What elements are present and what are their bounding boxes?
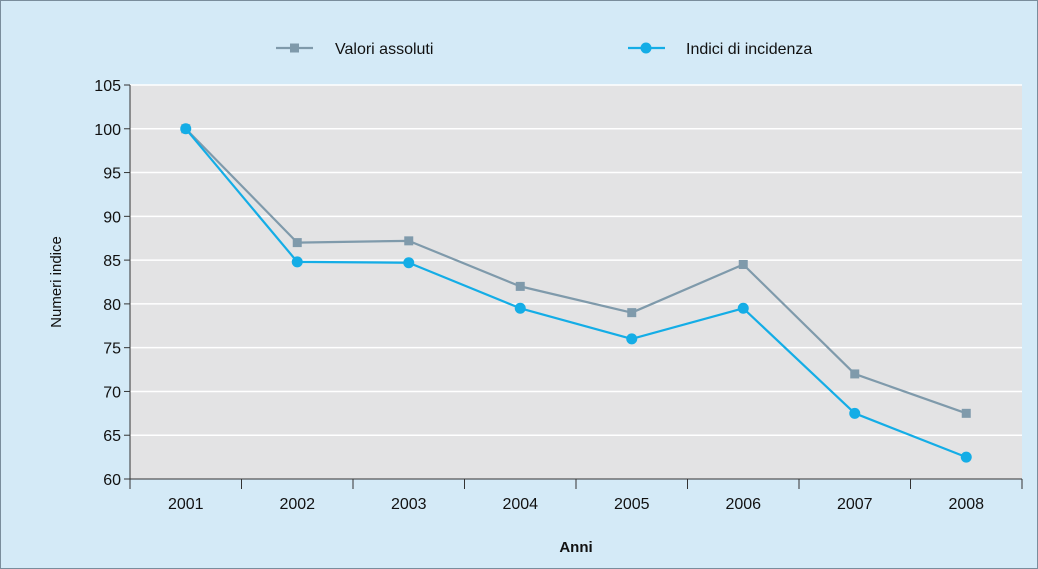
data-point-square [404,236,414,246]
x-tick-label: 2006 [725,496,761,513]
legend-item-indici-di-incidenza: Indici di incidenza [628,41,812,58]
data-point-square [515,281,525,291]
x-tick-label: 2004 [502,496,538,513]
x-tick-label: 2001 [168,496,204,513]
data-point-circle [180,123,192,135]
series-line-valori-assoluti [184,128,967,415]
data-point-circle [626,333,638,345]
legend: Valori assoluti Indici di incidenza [276,41,812,58]
x-tick-label: 2008 [948,496,984,513]
y-tick-label: 65 [103,428,121,445]
legend-circle-marker [640,42,652,54]
series-line-indici-di-incidenza [184,128,967,459]
x-tick-label: 2007 [837,496,873,513]
legend-label-indici-di-incidenza: Indici di incidenza [686,41,812,58]
data-point-circle [514,302,526,314]
series-lines [180,123,972,463]
y-tick-label: 90 [103,209,121,226]
data-point-circle [849,407,861,419]
y-tick-label: 100 [94,122,121,139]
y-axis-title: Numeri indice [48,236,65,328]
data-point-square [738,259,748,269]
y-tick-label: 60 [103,472,121,489]
y-tick-label: 70 [103,384,121,401]
data-point-square [961,408,971,418]
legend-label-valori-assoluti: Valori assoluti [335,41,433,58]
data-point-circle [737,302,749,314]
x-tick-label: 2002 [279,496,315,513]
y-tick-label: 75 [103,341,121,358]
legend-item-valori-assoluti: Valori assoluti [276,41,433,58]
data-point-circle [291,256,303,268]
data-point-square [850,369,860,379]
x-tick-label: 2005 [614,496,650,513]
plot-area [130,85,1022,479]
data-point-circle [960,451,972,463]
x-tick-label: 2003 [391,496,427,513]
y-tick-label: 95 [103,166,121,183]
data-point-square [292,238,302,248]
x-tick-labels: 2001 2002 2003 2004 2005 2006 2007 2008 [168,496,984,513]
y-tick-label: 80 [103,297,121,314]
gridlines [130,84,1022,436]
y-tick-labels: 60 65 70 75 80 85 90 95 100 105 [94,78,121,489]
axes [124,84,1023,489]
y-tick-label: 85 [103,253,121,270]
x-axis-title: Anni [559,539,592,556]
y-tick-label: 105 [94,78,121,95]
data-point-square [627,308,637,318]
legend-square-marker [290,43,299,53]
data-point-circle [403,257,415,269]
